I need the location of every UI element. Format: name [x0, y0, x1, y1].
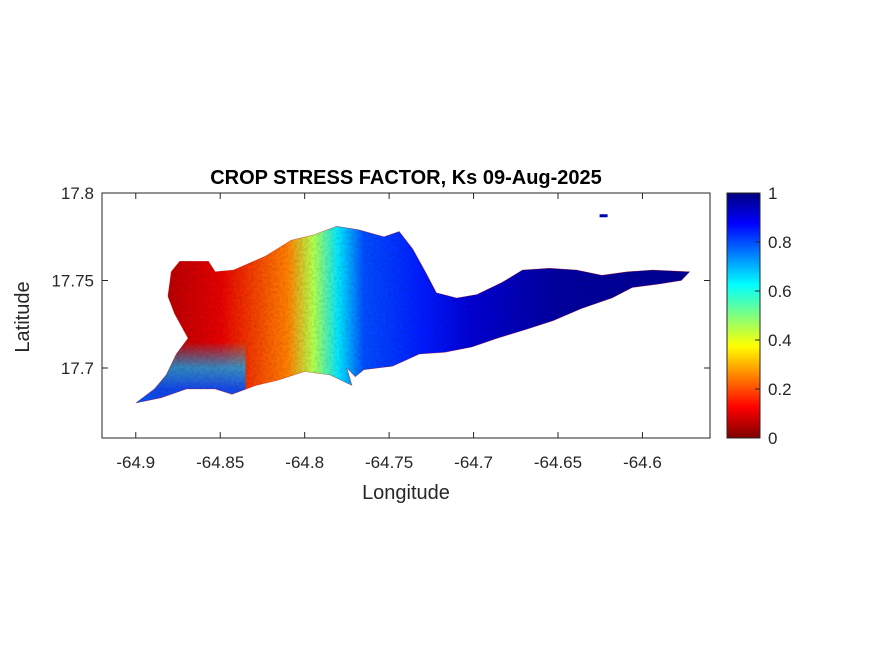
colorbar-tick-label: 0.8	[768, 233, 792, 252]
y-axis-label: Latitude	[12, 281, 34, 352]
x-tick-label: -64.65	[534, 453, 582, 472]
x-tick-label: -64.8	[285, 453, 324, 472]
heatmap-area	[135, 214, 691, 404]
pixel-texture	[135, 226, 690, 403]
y-tick-label: 17.75	[51, 272, 94, 291]
x-axis-label: Longitude	[362, 482, 450, 504]
x-tick-label: -64.6	[623, 453, 662, 472]
x-tick-label: -64.75	[365, 453, 413, 472]
colorbar-tick-label: 0.6	[768, 282, 792, 301]
islet-mark	[599, 214, 608, 218]
colorbar: 0 0.2 0.4 0.6 0.8 1	[726, 184, 792, 448]
y-tick-label: 17.7	[61, 359, 94, 378]
x-axis-ticks: -64.9 -64.85 -64.8 -64.75 -64.7 -64.65 -64.6	[116, 193, 662, 472]
colorbar-tick-label: 0.4	[768, 331, 792, 350]
colorbar-tick-label: 1	[768, 184, 777, 203]
x-tick-label: -64.9	[116, 453, 155, 472]
colorbar-ticks: 0 0.2 0.4 0.6 0.8 1	[755, 184, 792, 448]
colorbar-tick-label: 0.2	[768, 380, 792, 399]
y-axis-ticks: 17.7 17.75 17.8	[51, 184, 710, 378]
colorbar-gradient	[726, 192, 761, 439]
y-tick-label: 17.8	[61, 184, 94, 203]
island-outline	[135, 225, 691, 404]
x-tick-label: -64.85	[196, 453, 244, 472]
chart-title: CROP STRESS FACTOR, Ks 09-Aug-2025	[210, 167, 602, 189]
x-tick-label: -64.7	[454, 453, 493, 472]
colorbar-tick-label: 0	[768, 429, 777, 448]
plot-axes-box	[101, 192, 711, 439]
